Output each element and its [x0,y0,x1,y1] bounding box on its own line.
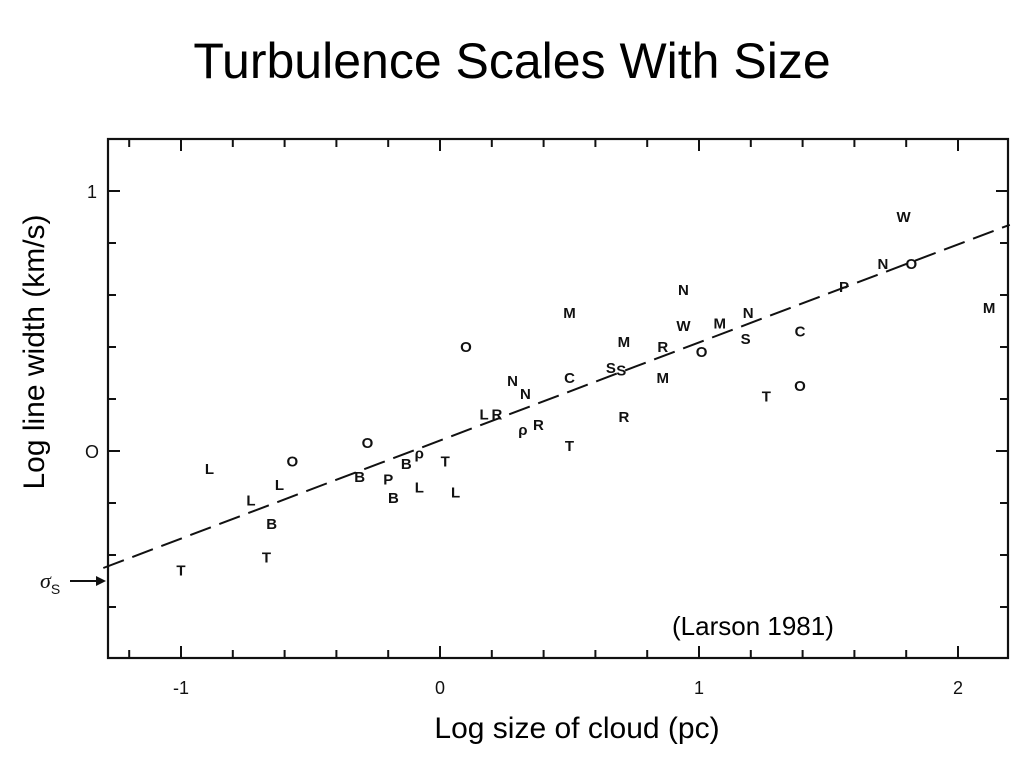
data-point: M [983,300,996,317]
data-point: L [451,485,460,502]
data-point: C [795,323,806,340]
x-tick-label: 1 [694,678,704,698]
citation-text: (Larson 1981) [672,611,834,641]
data-point: T [762,388,771,405]
data-point: S [741,331,751,348]
data-point: O [794,378,806,395]
data-point: N [520,386,531,403]
data-point: L [275,477,284,494]
data-point: L [479,407,488,424]
plot-frame [106,137,1010,660]
data-point: B [354,469,365,486]
data-point: S [616,362,626,379]
axis-ticks: -1 0 1 2 O 1 [85,138,1008,698]
data-point: B [401,456,412,473]
data-point: W [897,209,912,226]
data-point: M [713,316,726,333]
data-point: N [678,282,689,299]
x-tick-label: -1 [173,678,189,698]
data-point: P [839,279,849,296]
data-point: S [606,360,616,377]
slide-title: Turbulence Scales With Size [193,33,831,89]
data-point: T [565,438,574,455]
data-point: B [388,490,399,507]
data-point: R [618,409,629,426]
data-point: N [507,373,518,390]
data-point: L [205,461,214,478]
y-axis-label: Log line width (km/s) [18,214,51,490]
x-tick-label: 0 [435,678,445,698]
data-point: M [618,334,631,351]
data-point: L [246,492,255,509]
data-point: M [563,305,576,322]
y-tick-label: 1 [87,182,97,202]
data-point: N [877,256,888,273]
data-point: ρ [518,422,527,439]
data-point: O [287,453,299,470]
arrowhead-icon [96,576,106,586]
data-point: T [176,563,185,580]
data-point: O [906,256,918,273]
x-axis-label: Log size of cloud (pc) [434,712,720,745]
x-tick-label: 2 [953,678,963,698]
data-point: C [564,370,575,387]
data-point: ρ [415,446,424,463]
data-point: R [533,417,544,434]
data-point: R [492,407,503,424]
data-point: O [460,339,472,356]
data-point: R [657,339,668,356]
data-point: T [441,453,450,470]
fit-line [102,223,1011,569]
data-point: M [656,370,669,387]
sigma-label: σS [40,568,60,597]
data-point: B [266,516,277,533]
data-point: T [262,550,271,567]
y-tick-label: O [85,442,99,462]
data-point: O [696,344,708,361]
data-point: P [383,472,393,489]
data-point: O [362,435,374,452]
sigma-marker: σS [40,568,106,597]
data-point: W [676,318,691,335]
data-point: N [743,305,754,322]
data-point: L [415,479,424,496]
